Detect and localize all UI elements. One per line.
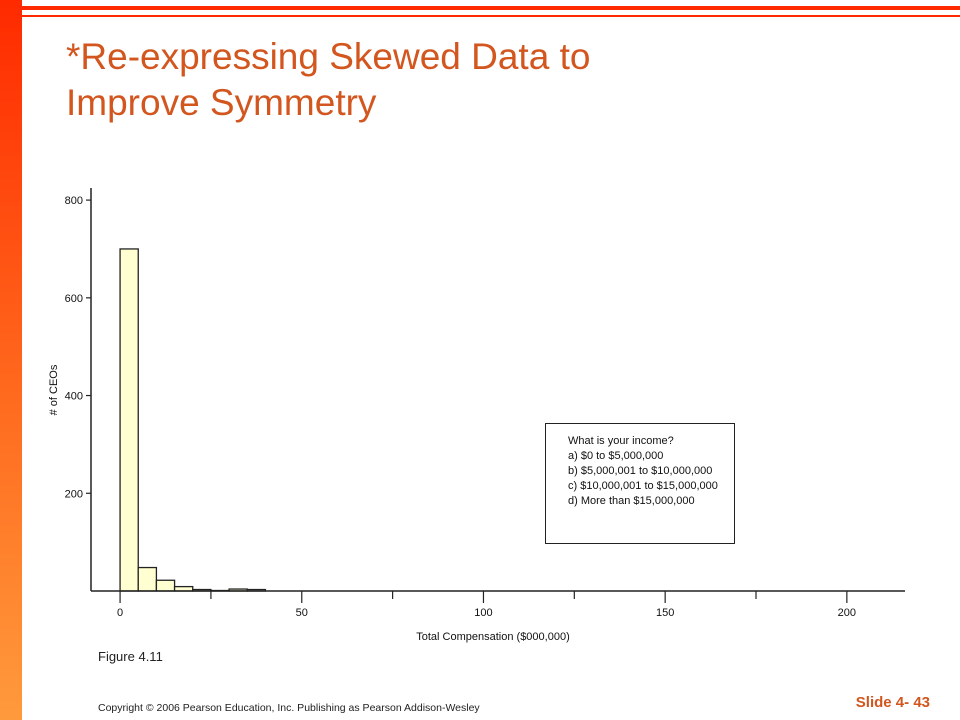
- x-tick-label: 50: [296, 607, 308, 619]
- figure-label: Figure 4.11: [98, 649, 163, 664]
- left-accent-bar: [0, 0, 22, 720]
- top-rule-thin: [22, 15, 960, 17]
- income-question-box: What is your income? a) $0 to $5,000,000…: [545, 423, 735, 544]
- x-tick-label: 200: [838, 607, 856, 619]
- slide-title-line-2: Improve Symmetry: [66, 82, 377, 123]
- x-tick-label: 0: [117, 607, 123, 619]
- income-option-d: d) More than $15,000,000: [568, 495, 695, 507]
- income-question: What is your income?: [568, 435, 674, 447]
- copyright-notice: Copyright © 2006 Pearson Education, Inc.…: [98, 702, 480, 714]
- x-tick-label: 150: [656, 607, 674, 619]
- income-option-b: b) $5,000,001 to $10,000,000: [568, 465, 713, 477]
- y-tick-label: 600: [65, 293, 83, 305]
- x-tick-label: 100: [474, 607, 492, 619]
- y-axis-label: # of CEOs: [48, 364, 60, 415]
- income-option-a: a) $0 to $5,000,000: [568, 450, 664, 462]
- y-tick-label: 200: [65, 488, 83, 500]
- top-rule-thick: [22, 6, 960, 10]
- histogram-bar: [155, 579, 176, 592]
- y-tick-label: 800: [65, 195, 83, 207]
- y-tick-label: 400: [65, 391, 83, 403]
- slide-title-line-1: *Re-expressing Skewed Data to: [66, 36, 591, 77]
- histogram-bar: [137, 566, 158, 592]
- slide-title: *Re-expressing Skewed Data to Improve Sy…: [66, 34, 866, 126]
- income-option-c: c) $10,000,001 to $15,000,000: [568, 480, 718, 492]
- x-axis-label: Total Compensation ($000,000): [416, 631, 569, 643]
- histogram-bar: [119, 248, 139, 592]
- slide-number: Slide 4- 43: [855, 694, 930, 711]
